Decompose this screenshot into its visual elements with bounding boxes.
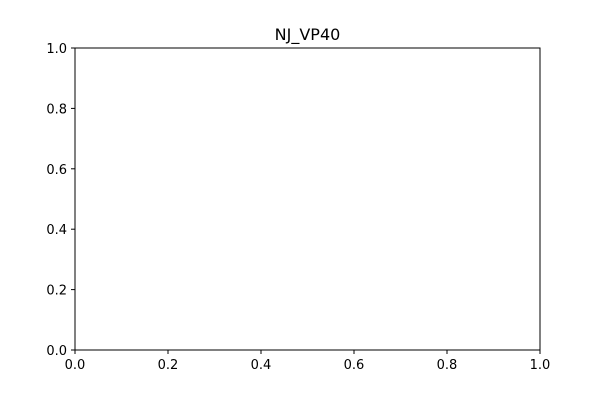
plot-area [74, 47, 541, 351]
x-tick-label: 0.2 [158, 358, 179, 373]
y-tick-label: 0.8 [46, 102, 67, 117]
x-tick-label: 0.4 [251, 358, 272, 373]
x-tick-label: 0.6 [344, 358, 365, 373]
y-tick-label: 0.6 [46, 163, 67, 178]
y-tick-label: 0.4 [46, 223, 67, 238]
y-tick-label: 1.0 [46, 42, 67, 57]
x-tick-label: 1.0 [530, 358, 551, 373]
y-tick-label: 0.0 [46, 344, 67, 359]
x-axis: 0.0 0.2 0.4 0.6 0.8 1.0 [65, 350, 551, 373]
x-tick-label: 0.8 [437, 358, 458, 373]
y-tick-label: 0.2 [46, 284, 67, 299]
y-axis: 0.0 0.2 0.4 0.6 0.8 1.0 [46, 42, 75, 359]
x-tick-label: 0.0 [65, 358, 86, 373]
chart-title: NJ_VP40 [275, 25, 341, 45]
